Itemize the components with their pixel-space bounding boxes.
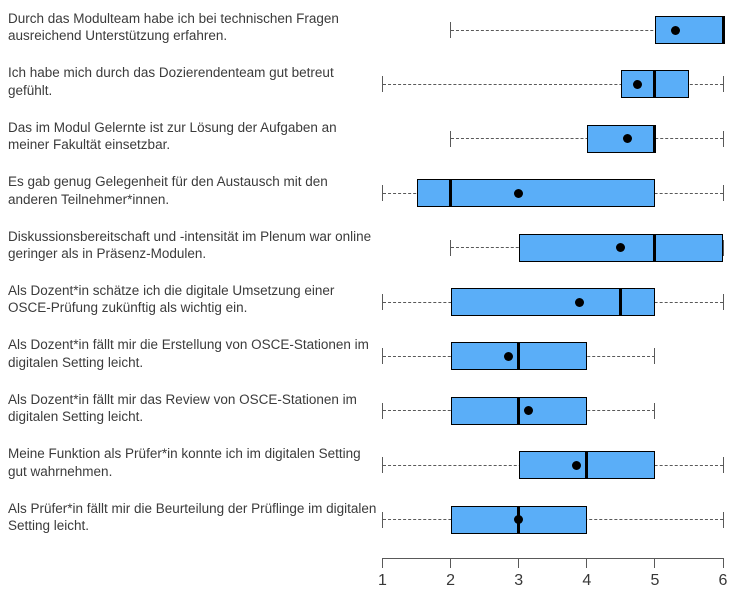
median-line — [619, 288, 623, 316]
question-label: Als Dozent*in fällt mir die Erstellung v… — [8, 337, 369, 370]
axis-tick — [722, 558, 724, 568]
axis-tick — [586, 558, 588, 568]
question-label: Meine Funktion als Prüfer*in konnte ich … — [8, 446, 361, 479]
question-label: Es gab genug Gelegenheit für den Austaus… — [8, 174, 328, 207]
whisker-cap — [382, 402, 383, 419]
whisker-cap — [382, 294, 383, 310]
whisker-cap — [382, 185, 383, 202]
axis-tick — [518, 558, 520, 568]
median-line — [585, 451, 589, 480]
box — [654, 16, 723, 44]
whisker-line — [450, 138, 723, 140]
question-label: Ich habe mich durch das Dozierendenteam … — [8, 65, 334, 98]
median-line — [653, 233, 657, 262]
mean-dot — [633, 79, 643, 89]
whisker-cap — [654, 348, 656, 365]
whisker-cap — [722, 294, 724, 310]
axis-tick-label: 4 — [582, 572, 592, 589]
box — [586, 124, 655, 153]
axis-tick-label: 5 — [650, 572, 660, 589]
median-line — [517, 396, 521, 425]
axis-tick-label: 3 — [514, 572, 524, 589]
mean-dot — [572, 460, 582, 470]
whisker-cap — [450, 239, 452, 256]
whisker-cap — [654, 402, 656, 419]
axis-tick-label: 2 — [446, 572, 456, 589]
question-label: Als Prüfer*in fällt mir die Beurteilung … — [8, 500, 377, 533]
mean-dot — [524, 406, 534, 416]
question-label: Das im Modul Gelernte ist zur Lösung der… — [8, 119, 337, 153]
mean-dot — [514, 515, 524, 525]
box — [450, 288, 655, 316]
box — [416, 179, 655, 208]
whisker-cap — [722, 185, 724, 202]
axis-tick — [450, 558, 452, 568]
mean-dot — [623, 134, 633, 144]
question-label: Als Dozent*in schätze ich die digitale U… — [8, 283, 335, 316]
whisker-cap — [382, 457, 383, 474]
x-axis-line — [382, 558, 723, 559]
whisker-cap — [722, 511, 724, 528]
median-line — [721, 16, 725, 44]
median-line — [653, 70, 657, 99]
median-line — [653, 124, 657, 153]
whisker-cap — [382, 76, 383, 93]
median-line — [449, 179, 453, 208]
whisker-line — [382, 83, 723, 85]
whisker-cap — [382, 348, 383, 365]
axis-tick — [654, 558, 656, 568]
mean-dot — [575, 297, 585, 307]
whisker-line — [450, 29, 723, 31]
whisker-cap — [722, 239, 724, 256]
mean-dot — [503, 351, 513, 361]
median-line — [517, 342, 521, 371]
whisker-cap — [450, 130, 452, 147]
whisker-cap — [722, 76, 724, 93]
question-label: Diskussionsbereitschaft und -intensität … — [8, 228, 372, 261]
whisker-cap — [382, 511, 383, 528]
question-label: Durch das Modulteam habe ich bei technis… — [8, 11, 339, 44]
axis-tick — [382, 558, 383, 568]
mean-dot — [670, 25, 680, 35]
mean-dot — [514, 188, 524, 198]
whisker-cap — [450, 22, 452, 38]
whisker-cap — [722, 130, 724, 147]
whisker-cap — [722, 457, 724, 474]
question-label: Als Dozent*in fällt mir das Review von O… — [8, 391, 357, 425]
axis-tick-label: 1 — [378, 572, 387, 589]
axis-tick-label: 6 — [718, 572, 728, 589]
mean-dot — [616, 243, 626, 253]
